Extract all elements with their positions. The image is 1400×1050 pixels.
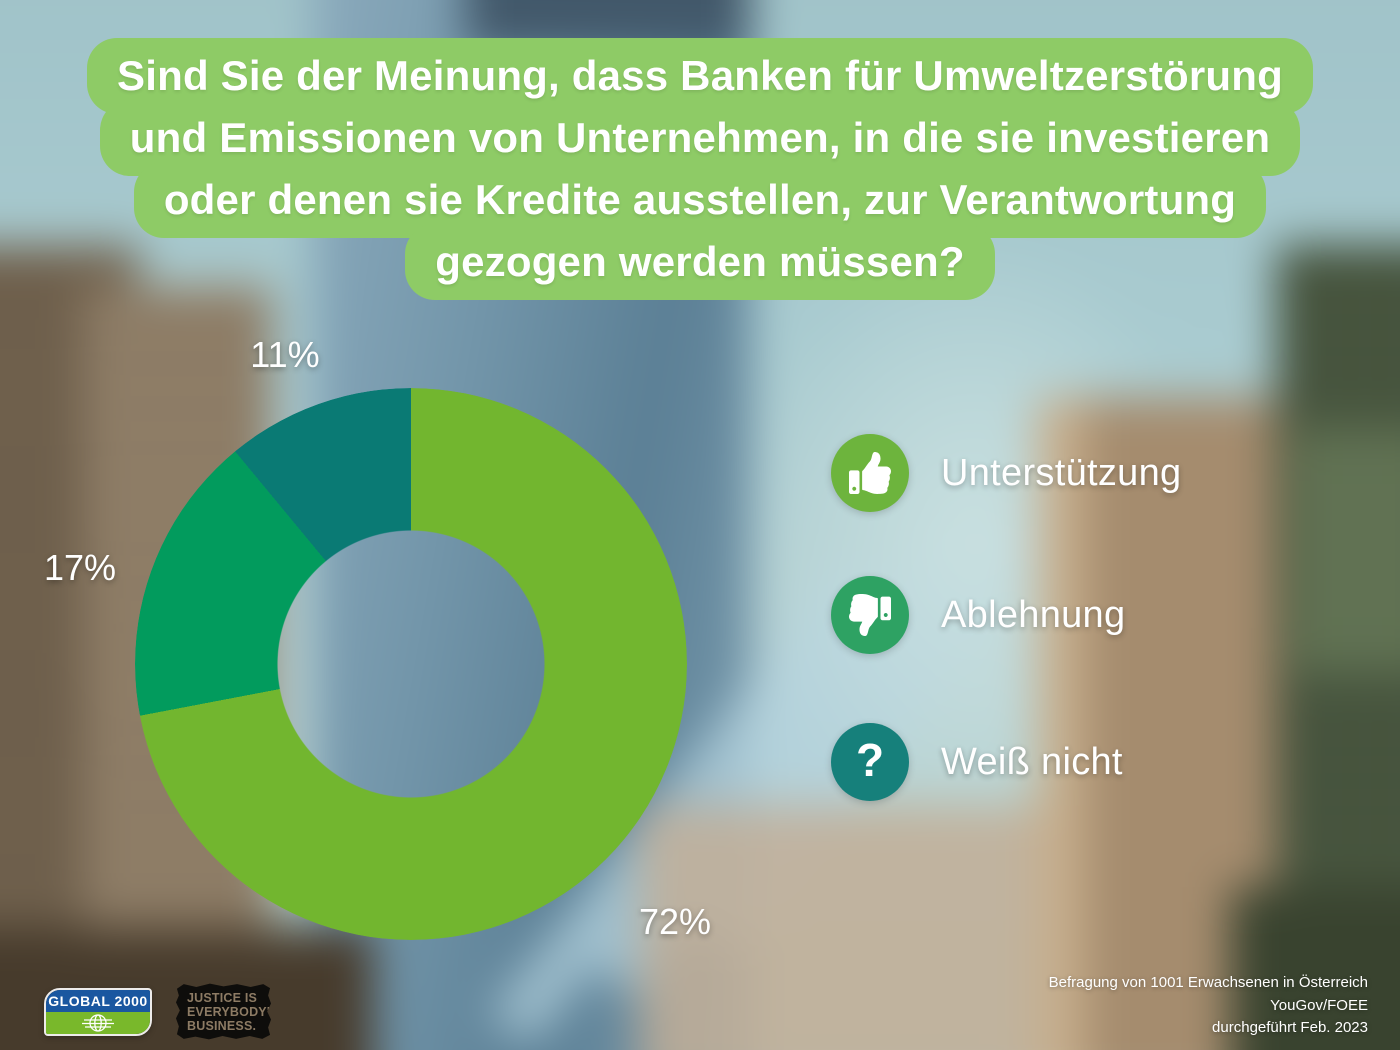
slice-label-unterstuetzung: 72% bbox=[638, 901, 712, 942]
attribution-line-1: Befragung von 1001 Erwachsenen in Österr… bbox=[1048, 974, 1368, 991]
slice-label-weiss-nicht: 11% bbox=[250, 334, 320, 375]
survey-attribution: Befragung von 1001 Erwachsenen in Österr… bbox=[888, 972, 1368, 1040]
title-line-1: Sind Sie der Meinung, dass Banken für Um… bbox=[87, 38, 1313, 114]
globe-icon bbox=[46, 1012, 150, 1034]
title-line-3: oder denen sie Kredite ausstellen, zur V… bbox=[133, 162, 1267, 238]
legend-label-weiss-nicht: Weiß nicht bbox=[941, 740, 1123, 783]
bottom-right-shadow bbox=[1230, 887, 1400, 1050]
legend: Unterstützung Ablehnung ? Weiß nicht bbox=[831, 434, 1181, 801]
title-line-2: und Emissionen von Unternehmen, in die s… bbox=[99, 100, 1301, 176]
thumbs-down-icon bbox=[831, 576, 909, 654]
legend-item-ablehnung: Ablehnung bbox=[831, 576, 1181, 654]
justice-is-everybodys-business-logo: JUSTICE IS EVERYBODY'S BUSINESS. bbox=[175, 983, 272, 1040]
legend-item-unterstuetzung: Unterstützung bbox=[831, 434, 1181, 512]
legend-label-ablehnung: Ablehnung bbox=[941, 593, 1126, 636]
bottom-haze bbox=[638, 805, 1088, 1050]
attribution-line-2: YouGov/FOEE bbox=[1270, 996, 1368, 1014]
legend-item-weiss-nicht: ? Weiß nicht bbox=[831, 723, 1181, 801]
legend-label-unterstuetzung: Unterstützung bbox=[941, 451, 1182, 494]
question-mark-icon: ? bbox=[831, 723, 909, 801]
donut-chart bbox=[135, 388, 687, 940]
slice-label-ablehnung: 17% bbox=[43, 547, 117, 588]
title-line-4: gezogen werden müssen? bbox=[405, 224, 995, 300]
global-2000-logo: GLOBAL 2000 bbox=[44, 988, 152, 1036]
attribution-line-3: durchgeführt Feb. 2023 bbox=[1212, 1019, 1368, 1036]
global-2000-logo-text: GLOBAL 2000 bbox=[46, 990, 150, 1012]
building-right-green-highlight bbox=[1291, 428, 1400, 673]
thumbs-up-icon bbox=[831, 434, 909, 512]
question-title: Sind Sie der Meinung, dass Banken für Um… bbox=[0, 38, 1400, 300]
